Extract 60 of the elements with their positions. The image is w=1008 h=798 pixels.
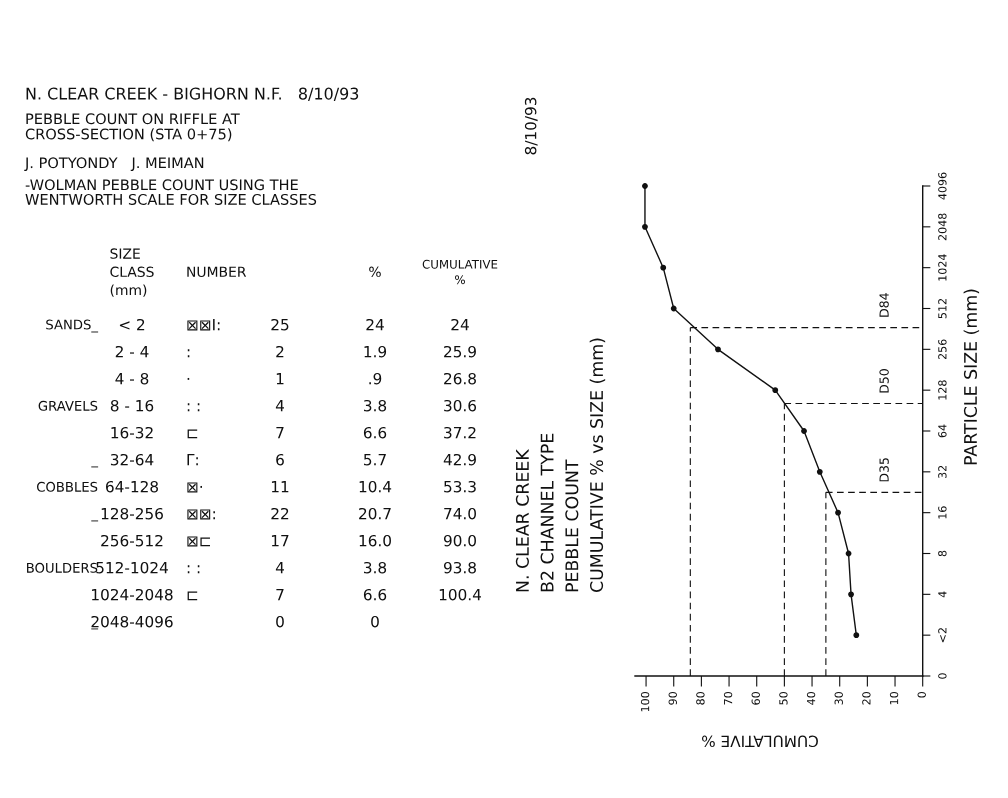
text: BOULDERS512-1024 : : 4 3.8 93.8: [27, 561, 476, 574]
text: 256-512 ⊠⊏ 17 16.0 90.0: [101, 534, 476, 547]
x-tick-label: 0: [917, 692, 926, 698]
ref-line-label: D84: [879, 293, 889, 317]
y-tick-label: 512: [938, 299, 947, 319]
text: N. CLEAR CREEK B2 CHANNEL TYPE PEBBLE COUNT CUMULATIVE % vs SIZE (mm): [515, 338, 606, 593]
ref-line-label: D35: [879, 458, 889, 482]
point: [835, 509, 841, 516]
x-axis-title: CUMULATIVE %: [702, 735, 818, 748]
point: [642, 183, 648, 189]
y-tick-label: 4: [938, 591, 947, 598]
point: [845, 550, 852, 557]
text: J. POTYONDY J. MEIMAN: [24, 157, 204, 171]
y-tick-label: <2: [938, 628, 947, 643]
point: [670, 305, 677, 312]
text: 16-32 ⊏ 7 6.6 37.2: [111, 426, 476, 439]
y-tick-label: 2048: [938, 213, 947, 241]
point: [772, 387, 779, 394]
x-tick-label: 20: [862, 692, 871, 705]
y-axis-title: PARTICLE SIZE (mm): [963, 289, 980, 465]
y-tick-label: 256: [938, 339, 947, 360]
point: [848, 591, 854, 598]
text: SANDS_ < 2 ⊠⊠I: 25 24 24: [46, 318, 469, 333]
x-tick-label: 30: [834, 692, 843, 705]
point: [853, 632, 860, 639]
text: _ 32-64 Γ: 6 5.7 42.9: [91, 453, 476, 468]
text: _ 128-256 ⊠⊠: 22 20.7 74.0: [91, 507, 476, 522]
text: -WOLMAN PEBBLE COUNT USING THE WENTWORTH SCALE FOR SIZE CLASSES: [25, 179, 317, 205]
text: PEBBLE COUNT ON RIFFLE AT CROSS-SECTION (STA 0+75): [25, 113, 240, 142]
ref-line-label: D50: [879, 369, 889, 393]
x-tick-label: 60: [751, 692, 760, 705]
text: GRAVELS 8 - 16 : : 4 3.8 30.6: [38, 399, 477, 412]
y-tick-label: 32: [938, 465, 947, 479]
y-tick-label: 16: [938, 506, 947, 519]
text: 8/10/93: [524, 97, 538, 155]
text: SIZE CLASS (mm) NUMBER % CUMULATIVE %: [110, 248, 498, 297]
y-tick-label: 4096: [938, 172, 947, 200]
y-tick-label: 0: [938, 673, 947, 679]
y-tick-label: 64: [938, 424, 947, 438]
x-tick-label: 40: [806, 692, 816, 705]
x-tick-label: 100: [640, 692, 650, 712]
text: COBBLES 64-128 ⊠· 11 10.4 53.3: [36, 480, 476, 493]
text: N. CLEAR CREEK - BIGHORN N.F. 8/10/93: [26, 87, 359, 101]
x-tick-label: 50: [779, 692, 788, 705]
point: [715, 346, 721, 353]
text: 1024-2048 ⊏ 7 6.6 100.4: [92, 588, 482, 601]
point: [642, 223, 648, 230]
x-tick-label: 10: [889, 692, 899, 705]
point: [816, 468, 823, 475]
y-tick-label: 128: [938, 380, 947, 400]
x-tick-label: 80: [696, 692, 705, 705]
x-tick-label: 70: [723, 692, 733, 705]
x-tick-label: 90: [668, 692, 677, 705]
point: [801, 428, 807, 434]
point: [660, 264, 667, 271]
y-tick-label: 1024: [938, 254, 947, 281]
text: _ 2048-4096 0 0: [91, 615, 379, 630]
text: 2 - 4 : 2 1.9 25.9: [115, 345, 476, 358]
text: 4 - 8 · 1 .9 26.8: [115, 372, 476, 385]
y-tick-label: 8: [938, 550, 947, 557]
